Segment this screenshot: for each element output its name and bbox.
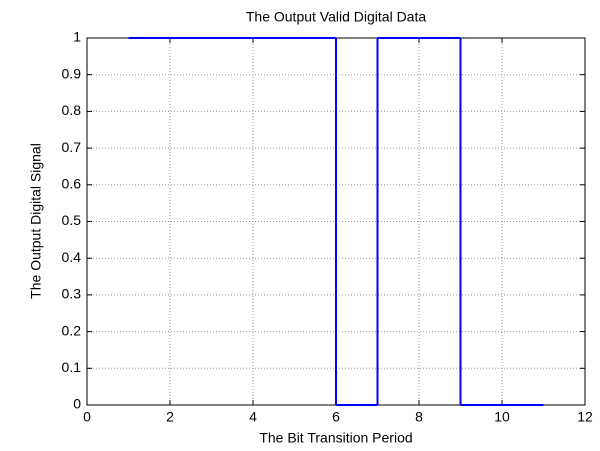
- y-tick-label: 0.2: [62, 322, 82, 338]
- y-tick-label: 0.8: [62, 102, 82, 118]
- x-tick-label: 2: [166, 409, 174, 425]
- y-tick-label: 0: [73, 396, 81, 412]
- x-tick-label: 0: [83, 409, 91, 425]
- y-tick-label: 0.4: [62, 249, 82, 265]
- y-tick-label: 0.7: [62, 139, 82, 155]
- x-tick-label: 6: [332, 409, 340, 425]
- x-tick-label: 8: [415, 409, 423, 425]
- y-tick-label: 1: [73, 29, 81, 45]
- y-axis-label: The Output Digital Signal: [28, 143, 44, 299]
- chart-title: The Output Valid Digital Data: [246, 9, 426, 25]
- x-axis-label: The Bit Transition Period: [259, 430, 412, 446]
- x-tick-label: 4: [249, 409, 257, 425]
- y-tick-label: 0.6: [62, 176, 82, 192]
- y-tick-label: 0.3: [62, 286, 82, 302]
- x-tick-label: 10: [494, 409, 510, 425]
- y-tick-label: 0.1: [62, 359, 82, 375]
- y-tick-label: 0.5: [62, 212, 82, 228]
- y-tick-label: 0.9: [62, 65, 82, 81]
- x-tick-label: 12: [577, 409, 593, 425]
